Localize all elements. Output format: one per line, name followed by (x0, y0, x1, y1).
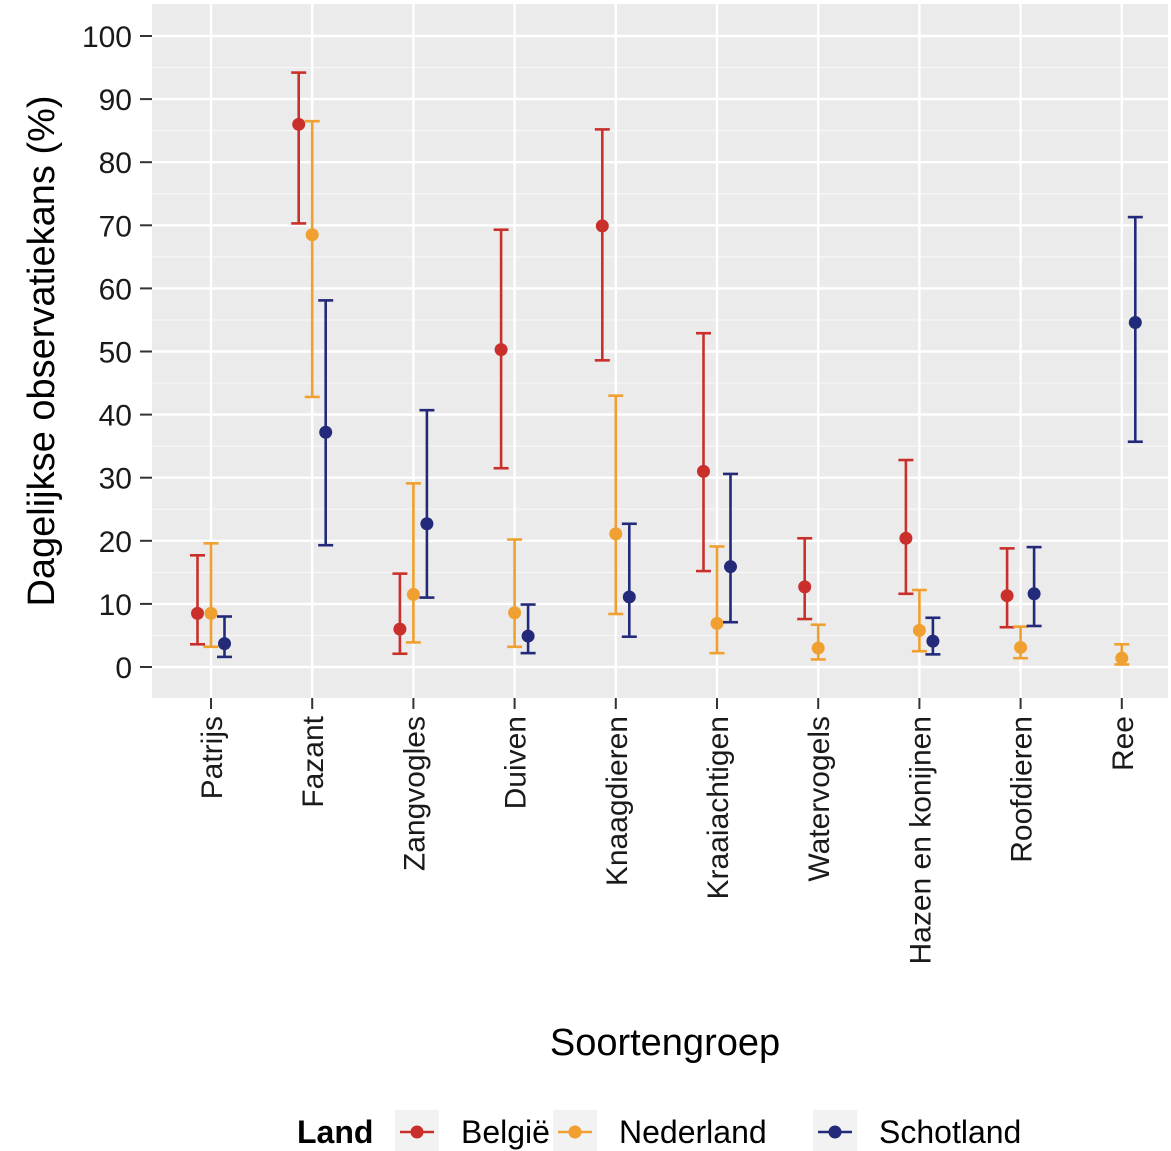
data-point (494, 343, 508, 357)
legend: Land België Nederland Schotland (297, 1110, 1021, 1151)
data-point (406, 587, 420, 601)
x-tick-label: Fazant (297, 715, 330, 807)
y-tick-label: 100 (82, 21, 132, 54)
data-point (305, 228, 319, 242)
data-point (508, 606, 522, 620)
data-point (926, 634, 940, 648)
data-point (724, 560, 737, 574)
data-point (204, 606, 218, 620)
y-tick-label: 50 (99, 337, 132, 370)
data-point (1128, 315, 1142, 329)
y-tick-label: 30 (99, 463, 132, 496)
y-tick-label: 60 (99, 273, 132, 306)
y-tick-label: 80 (99, 147, 132, 180)
data-point (319, 425, 333, 439)
data-point (710, 616, 724, 630)
x-tick-label: Patrijs (196, 716, 229, 799)
x-tick-label: Ree (1107, 716, 1140, 771)
data-point (595, 219, 609, 233)
data-point (393, 622, 407, 636)
x-tick-label: Zangvogles (398, 716, 431, 871)
y-tick-label: 90 (99, 84, 132, 117)
series-Schotland (217, 215, 1143, 659)
data-point (191, 606, 204, 620)
data-point (811, 641, 825, 655)
data-point (697, 464, 710, 478)
x-tick-label: Watervogels (803, 716, 836, 882)
data-point (798, 580, 812, 594)
legend-label: Nederland (619, 1114, 767, 1150)
y-axis: 0 10 20 30 40 50 60 70 80 90 100 (82, 21, 152, 685)
data-point (622, 590, 636, 604)
legend-key-point (568, 1125, 582, 1139)
legend-title: Land (297, 1114, 373, 1150)
legend-key-point (828, 1125, 842, 1139)
data-point (1014, 640, 1028, 654)
x-tick-label: Knaagdieren (601, 716, 634, 886)
data-point (609, 527, 623, 541)
data-point (218, 637, 231, 651)
legend-label: België (461, 1114, 550, 1150)
y-tick-label: 70 (99, 210, 132, 243)
data-point (912, 623, 926, 637)
data-point (1115, 651, 1129, 665)
x-axis: Patrijs Fazant Zangvogles Duiven Knaagdieren… (196, 698, 1140, 965)
data-point (292, 117, 306, 131)
legend-items: België Nederland Schotland (395, 1110, 1021, 1151)
x-axis-title: Soortengroep (550, 1022, 780, 1064)
x-tick-label: Kraaiachtigen (702, 716, 735, 899)
series-België (190, 71, 1015, 656)
grid-minor (152, 66, 1168, 637)
y-tick-label: 40 (99, 400, 132, 433)
legend-key-point (410, 1125, 424, 1139)
x-tick-label: Hazen en konijnen (904, 716, 937, 965)
data-point (521, 629, 535, 643)
y-tick-label: 0 (115, 652, 132, 685)
y-tick-label: 20 (99, 526, 132, 559)
y-tick-label: 10 (99, 589, 132, 622)
series-layer (190, 71, 1143, 666)
x-tick-label: Roofdieren (1006, 716, 1039, 863)
y-axis-title: Dagelijkse observatiekans (%) (21, 95, 63, 606)
legend-label: Schotland (879, 1114, 1021, 1150)
x-tick-label: Duiven (500, 716, 533, 809)
series-Nederland (203, 119, 1130, 666)
data-point (1000, 589, 1014, 603)
data-point (420, 517, 434, 531)
data-point (1027, 587, 1041, 601)
data-point (899, 531, 913, 545)
